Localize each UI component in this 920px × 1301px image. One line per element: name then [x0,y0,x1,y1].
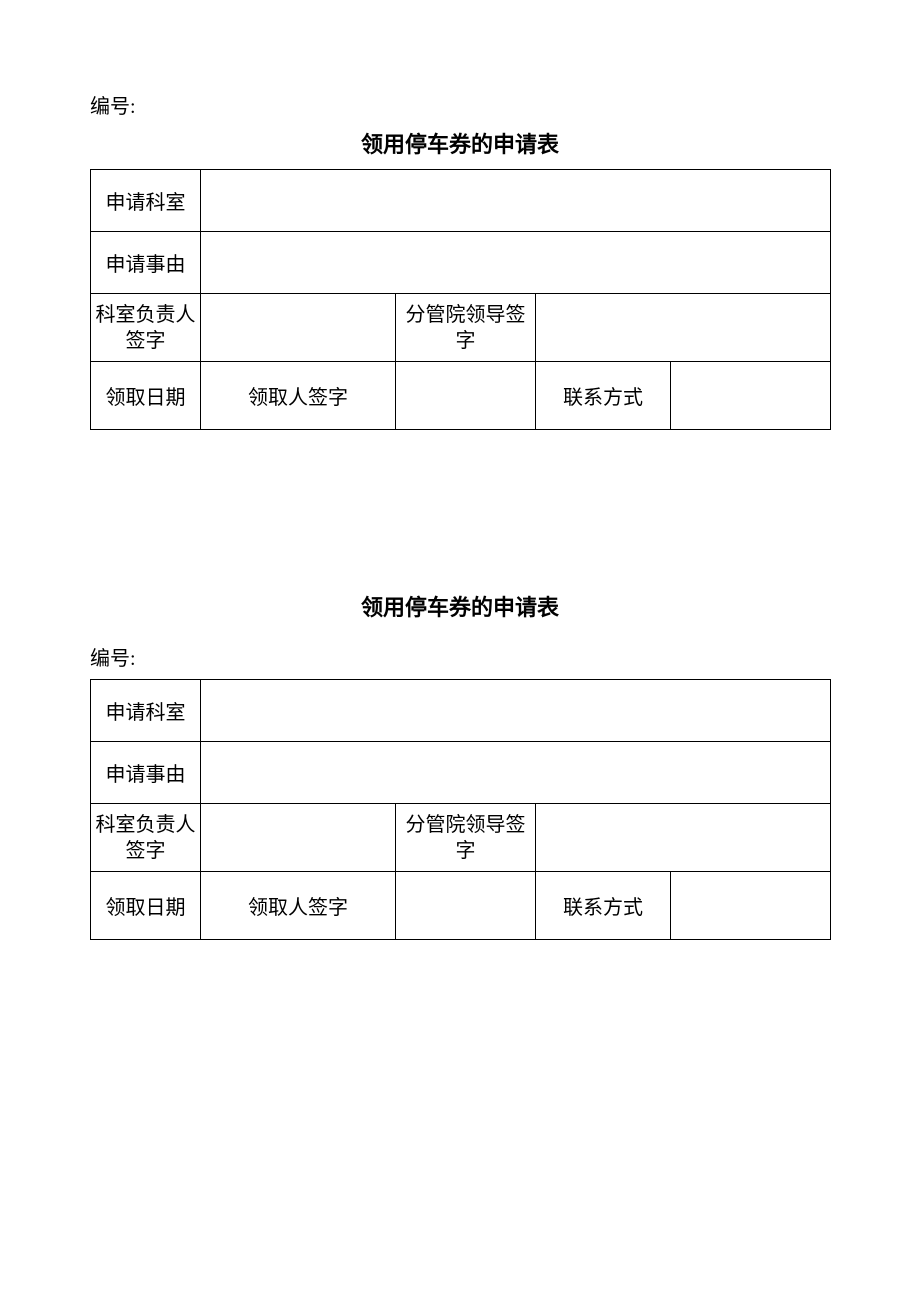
value-dept [201,680,831,742]
application-table-1: 申请科室 申请事由 科室负责人签字 分管院领导签字 领取日期 领取人签字 联系方… [90,169,831,430]
form-block-2: 领用停车券的申请表 编号: 申请科室 申请事由 科室负责人签字 分管院领导签字 … [90,590,830,940]
form-title-1: 领用停车券的申请表 [90,127,830,159]
label-contact: 联系方式 [536,362,671,430]
label-contact: 联系方式 [536,872,671,940]
label-dept-head-sig: 科室负责人签字 [91,294,201,362]
value-leader-sig [536,294,831,362]
label-collect-date: 领取日期 [91,362,201,430]
form-block-1: 编号: 领用停车券的申请表 申请科室 申请事由 科室负责人签字 分管院领导签字 … [90,90,830,430]
value-dept-head-sig [201,804,396,872]
table-row: 申请事由 [91,742,831,804]
label-leader-sig: 分管院领导签字 [396,804,536,872]
value-collector-sig [396,362,536,430]
serial-label-2: 编号: [90,642,830,671]
table-row: 申请科室 [91,170,831,232]
table-row: 领取日期 领取人签字 联系方式 [91,872,831,940]
serial-label-1: 编号: [90,90,830,119]
application-table-2: 申请科室 申请事由 科室负责人签字 分管院领导签字 领取日期 领取人签字 联系方… [90,679,831,940]
table-row: 领取日期 领取人签字 联系方式 [91,362,831,430]
form-title-2: 领用停车券的申请表 [90,590,830,622]
value-leader-sig [536,804,831,872]
value-contact [671,872,831,940]
label-reason: 申请事由 [91,742,201,804]
label-reason: 申请事由 [91,232,201,294]
table-row: 科室负责人签字 分管院领导签字 [91,294,831,362]
label-collector-sig: 领取人签字 [201,362,396,430]
label-dept: 申请科室 [91,680,201,742]
label-collect-date: 领取日期 [91,872,201,940]
label-collector-sig: 领取人签字 [201,872,396,940]
label-leader-sig: 分管院领导签字 [396,294,536,362]
value-reason [201,742,831,804]
value-reason [201,232,831,294]
table-row: 科室负责人签字 分管院领导签字 [91,804,831,872]
value-dept-head-sig [201,294,396,362]
value-dept [201,170,831,232]
value-collector-sig [396,872,536,940]
table-row: 申请科室 [91,680,831,742]
value-contact [671,362,831,430]
label-dept-head-sig: 科室负责人签字 [91,804,201,872]
table-row: 申请事由 [91,232,831,294]
label-dept: 申请科室 [91,170,201,232]
